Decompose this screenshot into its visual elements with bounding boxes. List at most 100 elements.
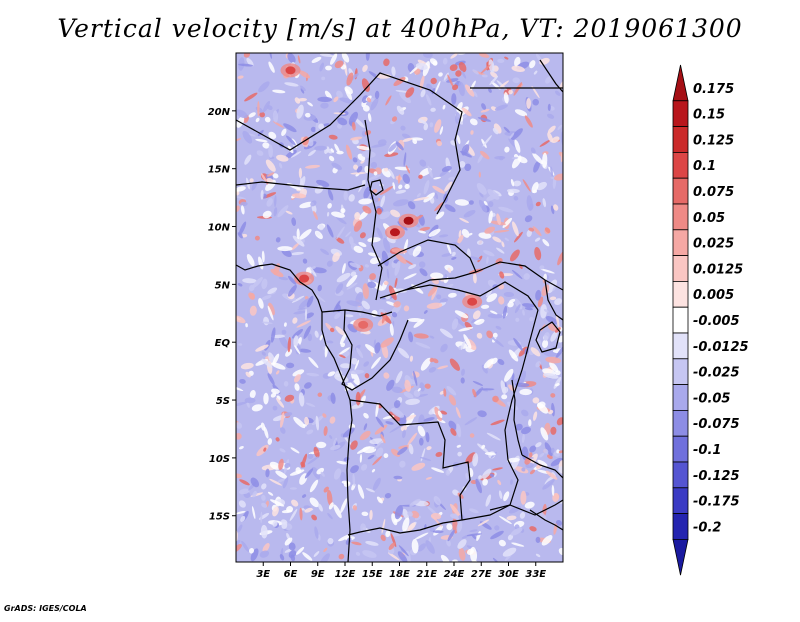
field-cell — [440, 554, 450, 562]
field-cell — [374, 342, 381, 354]
field-cell — [335, 326, 345, 336]
field-cell — [552, 285, 557, 292]
field-cell — [477, 117, 492, 122]
y-tick-label: 15N — [208, 165, 231, 176]
field-cell — [236, 186, 246, 192]
field-cell — [374, 90, 380, 99]
field-cell — [394, 277, 398, 288]
field-cell — [552, 492, 560, 503]
colorbar: 0.175 0.15 0.125 0.1 0.075 0.05 0.025 0.0125 0.0… — [672, 64, 749, 576]
field-cell — [560, 499, 563, 505]
field-cell — [480, 64, 491, 74]
field-cell — [299, 176, 306, 191]
field-cell — [541, 535, 553, 546]
field-cell — [289, 487, 297, 490]
field-cell — [268, 61, 275, 73]
field-cell — [528, 419, 532, 427]
x-tick-label: 33E — [525, 569, 546, 580]
field-cell — [236, 432, 242, 440]
field-cell — [330, 327, 335, 333]
field-cell — [249, 305, 257, 316]
field-cell — [280, 426, 286, 434]
field-cell — [278, 276, 289, 281]
field-cell — [313, 210, 318, 220]
field-cell — [407, 201, 416, 210]
shaded-field — [236, 53, 563, 562]
field-cell — [361, 180, 366, 185]
colorbar-label: -0.1 — [693, 443, 721, 458]
field-cell — [341, 263, 346, 274]
field-cell — [507, 534, 514, 541]
colorbar-segment — [672, 280, 689, 308]
field-cell — [266, 172, 275, 177]
field-cell — [503, 491, 510, 502]
field-cell — [388, 168, 395, 179]
colorbar-segment — [672, 332, 689, 360]
field-cell — [322, 413, 327, 418]
noise-layer — [236, 53, 563, 562]
field-cell — [550, 393, 556, 398]
field-cell — [309, 266, 317, 277]
field-cell — [542, 152, 548, 169]
field-cell — [244, 154, 252, 165]
field-cell — [478, 475, 483, 480]
updraft-core — [285, 66, 296, 75]
colorbar-segment — [672, 255, 689, 282]
field-cell — [535, 201, 541, 207]
field-cell — [420, 89, 426, 98]
field-cell — [528, 453, 538, 466]
field-cell — [490, 419, 505, 426]
field-cell — [273, 121, 284, 128]
field-cell — [560, 152, 563, 163]
field-cell — [465, 472, 469, 480]
updraft-core — [299, 274, 310, 283]
x-tick-label: 21E — [416, 569, 437, 580]
field-cell — [315, 441, 327, 449]
field-cell — [534, 237, 541, 242]
field-cell — [266, 178, 274, 183]
field-cell — [376, 208, 382, 215]
field-cell — [535, 442, 542, 448]
field-cell — [308, 356, 319, 368]
field-cell — [479, 192, 484, 198]
field-cell — [459, 217, 469, 224]
field-cell — [258, 256, 264, 270]
field-cell — [240, 201, 248, 207]
field-cell — [432, 358, 439, 364]
field-cell — [333, 468, 342, 480]
field-cell — [358, 241, 367, 248]
field-cell — [553, 204, 559, 211]
field-cell — [407, 511, 413, 517]
field-cell — [295, 467, 302, 474]
field-cell — [345, 231, 352, 238]
field-cell — [252, 490, 257, 498]
field-cell — [540, 427, 549, 441]
field-cell — [497, 58, 505, 64]
field-cell — [435, 211, 445, 220]
field-cell — [332, 252, 340, 262]
colorbar-segment — [672, 306, 689, 334]
field-cell — [305, 402, 316, 407]
field-cell — [323, 486, 329, 493]
field-cell — [394, 504, 403, 520]
field-cell — [417, 388, 421, 392]
field-cell — [361, 463, 368, 471]
field-cell — [480, 150, 490, 160]
colorbar-label: 0.075 — [693, 185, 734, 200]
field-cell — [303, 325, 312, 340]
field-cell — [402, 429, 406, 439]
field-cell — [280, 412, 285, 428]
field-cell — [354, 212, 361, 220]
field-cell — [556, 449, 560, 454]
field-cell — [311, 466, 321, 480]
field-cell — [412, 245, 422, 257]
field-cell — [310, 200, 317, 207]
field-cell — [456, 521, 463, 533]
field-cell — [446, 523, 453, 531]
field-cell — [407, 318, 423, 322]
field-cell — [262, 543, 270, 553]
field-cell — [390, 408, 405, 418]
field-cell — [359, 453, 363, 463]
field-cell — [259, 111, 265, 118]
